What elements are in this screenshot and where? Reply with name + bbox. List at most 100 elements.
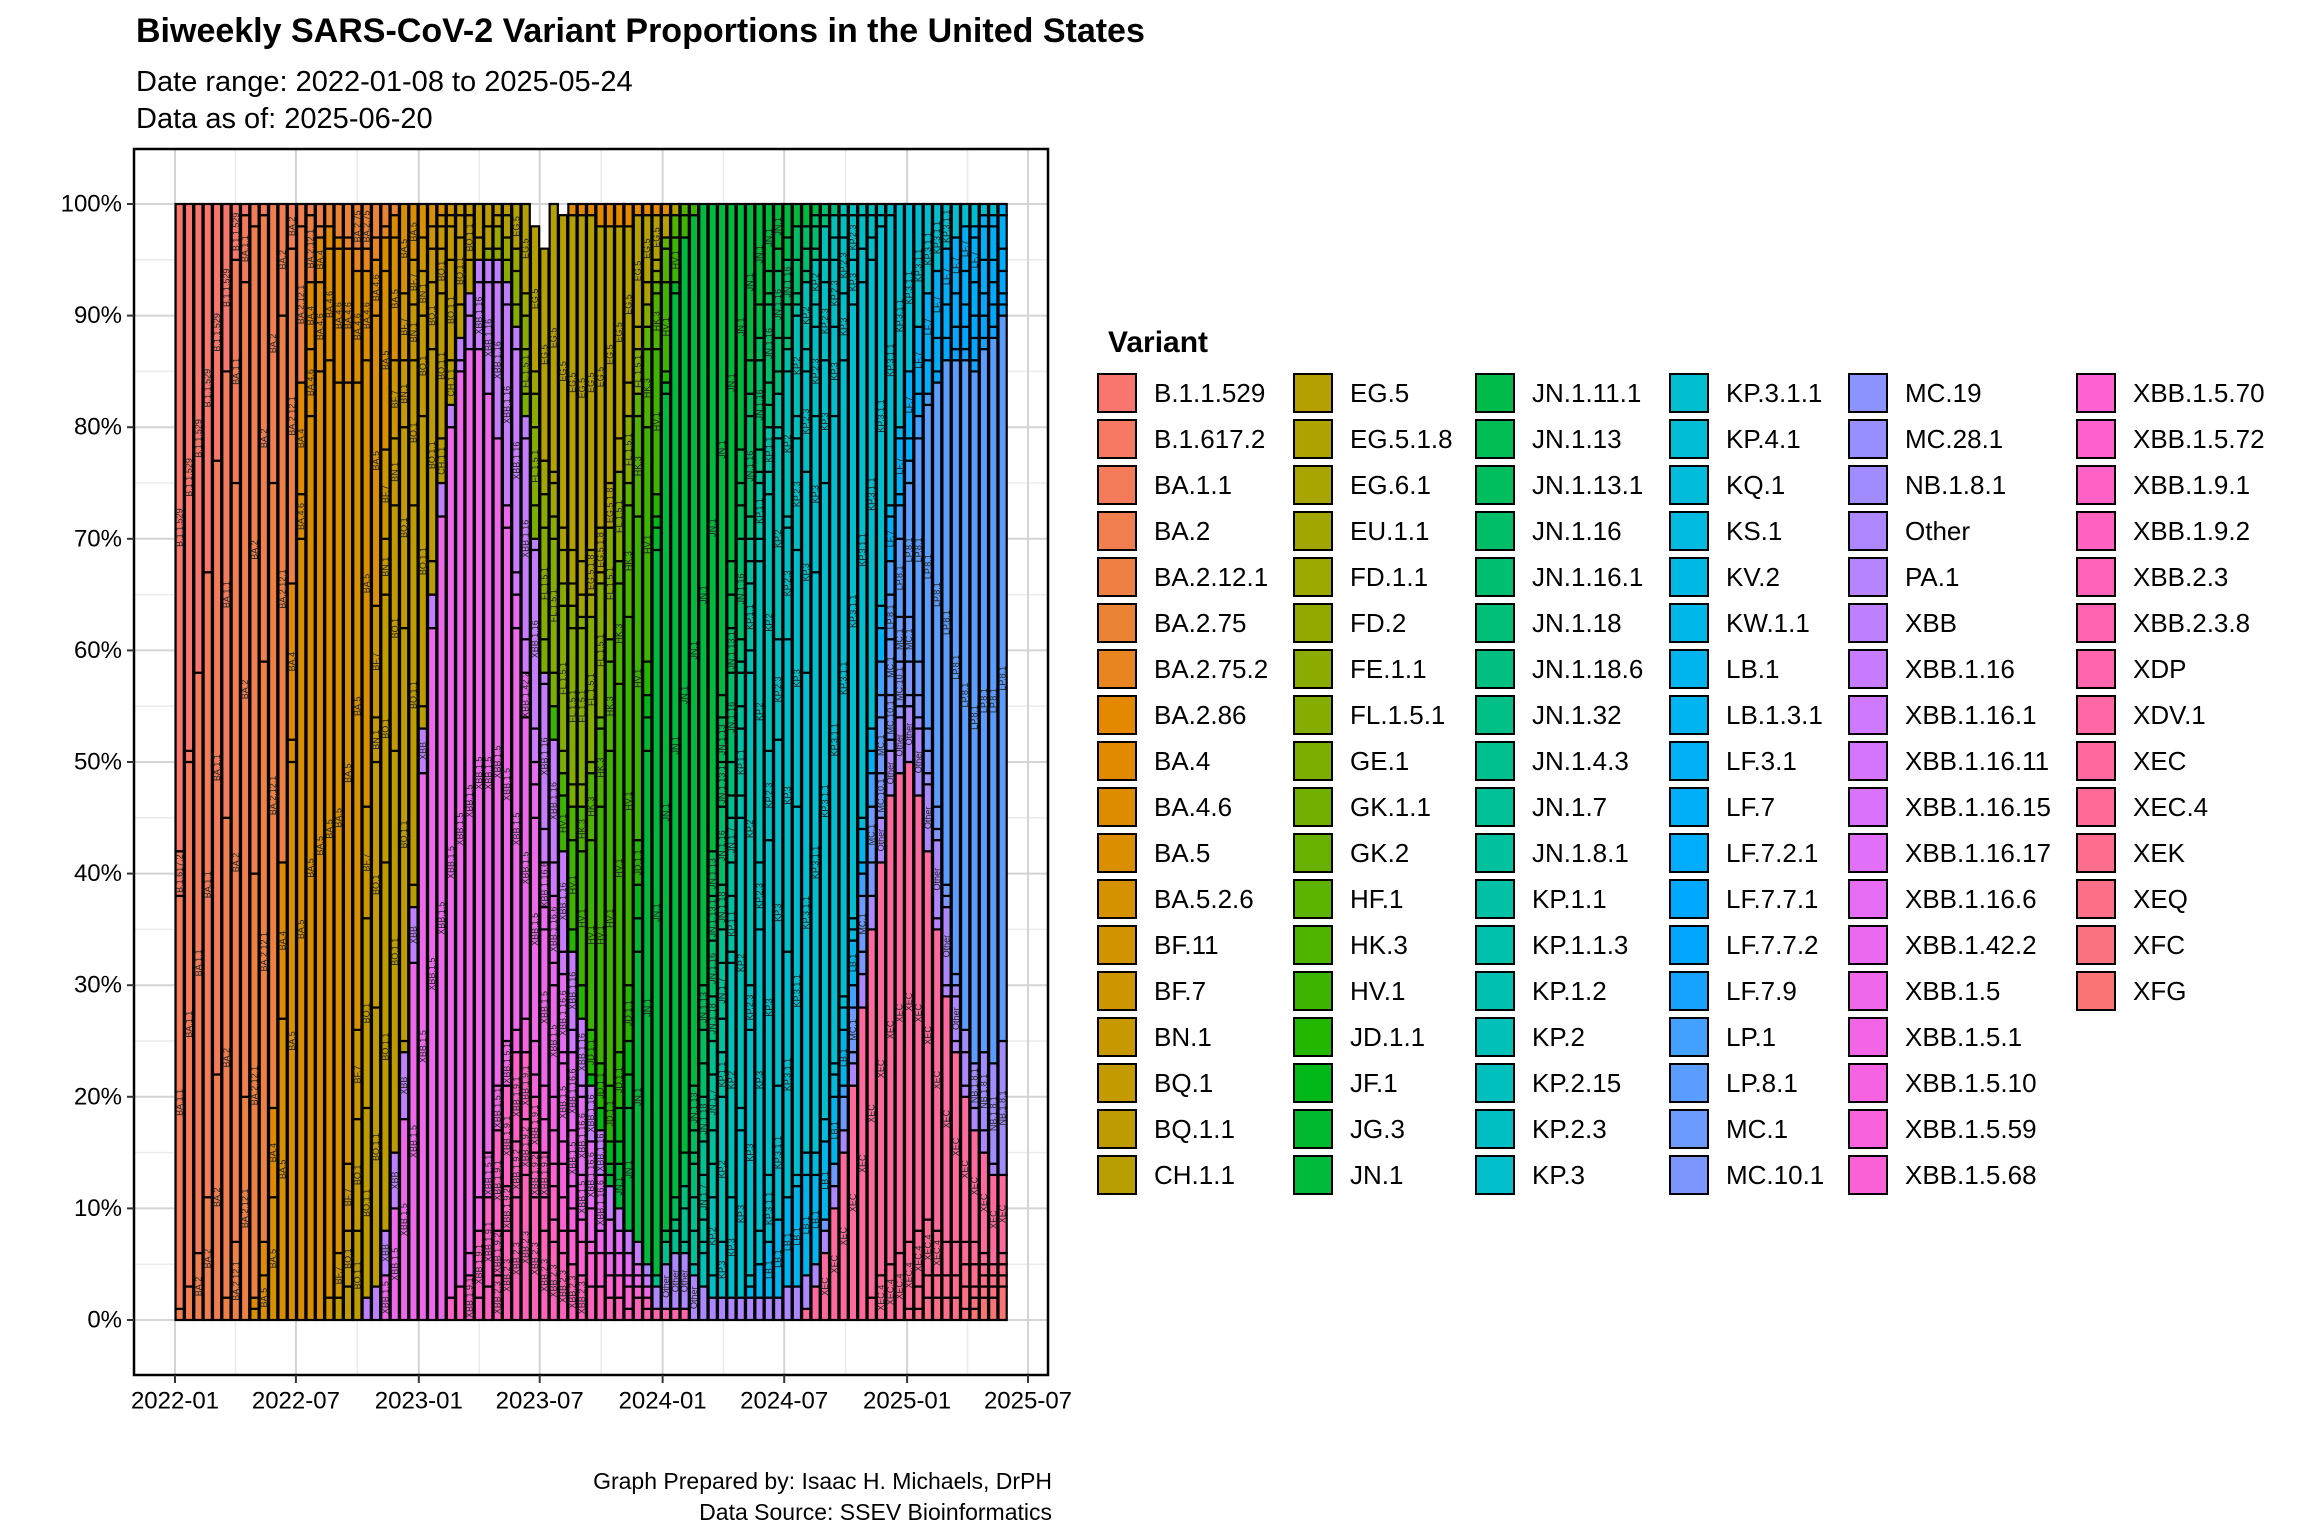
bar-segment: JN.1.13 2024-04-27: 2% xyxy=(735,481,746,507)
bar-segment: KP.3.1.1 2025-01-18: 11% xyxy=(913,202,924,328)
bar-segment: KP.1.2 2024-06-08: 2% xyxy=(763,470,775,496)
legend-label: JN.1.4.3 xyxy=(1532,745,1629,776)
legend-item: LB.1.3.1 xyxy=(1669,692,1823,738)
segment-label: LB.1 xyxy=(783,1233,793,1252)
legend-label: LF.7.7.2 xyxy=(1726,929,1819,960)
bar-segment: JN.1.16.1 2024-08-03: 2% xyxy=(801,247,812,273)
legend-key-swatch xyxy=(1669,373,1709,413)
legend-item: JN.1.13 xyxy=(1475,416,1622,462)
segment-label: LP.8.1 xyxy=(998,666,1008,691)
legend-label: PA.1 xyxy=(1905,561,1960,592)
bar-segment: BA.2.75 2022-10-15: 4% xyxy=(361,202,372,250)
segment-label: BA.4.6 xyxy=(343,302,353,329)
legend-item: BA.1.1 xyxy=(1097,462,1232,508)
segment-label: EG.5 xyxy=(586,372,596,393)
bar-segment: XBB.1.5.70 2023-08-05: 3% xyxy=(557,1196,569,1232)
bar: XEC 2024-08-03: 1%Other 2024-08-03: 3% LB… xyxy=(801,202,812,1322)
subtitle-date-range: Date range: 2022-01-08 to 2025-05-24 xyxy=(136,66,633,98)
legend-item: KP.1.2 xyxy=(1475,968,1607,1014)
segment-label: JN.1 xyxy=(624,1160,634,1179)
segment-label: FL.1.5.1 xyxy=(633,355,643,388)
segment-label: KP.3.1.1 xyxy=(895,299,905,332)
bar-segment: Other 2024-07-20: 3% xyxy=(791,1285,803,1322)
bar-segment: LF.7.9 2025-04-26: 1% xyxy=(978,336,990,351)
segment-label: KP.3.1.1 xyxy=(932,221,942,254)
bar-segment: KP.4.1 2024-10-12: 1% xyxy=(847,917,859,931)
bar-segment: KP.3.1.1 2024-05-11: 1% xyxy=(744,1274,756,1288)
bar-segment: LF.7.2.1 2025-02-15: 3% xyxy=(931,336,943,373)
bar-segment: XBB 2023-05-27: 2% xyxy=(511,325,522,351)
segment-label: BA.4.6 xyxy=(306,369,316,396)
segment-label: XBB.1.9.1 xyxy=(521,1065,531,1106)
segment-label: BQ.1 xyxy=(427,305,437,326)
segment-label: KP.3.1.1 xyxy=(773,1136,783,1169)
segment-label: BA.4.6 xyxy=(324,291,334,318)
bar-segment: JN.1.18 2024-06-22: 2% xyxy=(772,370,784,395)
legend-item: KP.3.1.1 xyxy=(1669,370,1822,416)
bar-segment: BA.2 2022-05-28: 25% xyxy=(267,202,279,485)
bar-segment: JN.1.18 2024-01-20: 1% xyxy=(670,1218,681,1232)
segment-label: BQ.1 xyxy=(437,261,447,282)
segment-label: BA.4.6 xyxy=(296,503,306,530)
bar-segment: LB.1 2024-05-11: 1% xyxy=(744,1285,756,1299)
legend-item: XBB.2.3 xyxy=(2076,554,2228,600)
bar-segment: JN.1.18 2024-07-20: 1% xyxy=(791,292,803,306)
segment-label: XBB.2.3 xyxy=(493,1281,503,1314)
segment-label: LB.1 xyxy=(839,1048,849,1067)
bar-segment: NB.1.8.1 2025-03-15: 1% xyxy=(950,984,962,998)
legend-label: JN.1.8.1 xyxy=(1532,837,1629,868)
legend-label: JN.1.18.6 xyxy=(1532,653,1644,684)
bar-segment: BA.2.75.2 2022-11-12: 1% xyxy=(380,225,391,239)
segment-label: XBB xyxy=(418,742,428,760)
bar-segment: KP.2.15 2024-10-26: 1% xyxy=(857,202,868,217)
legend-label: BA.5.2.6 xyxy=(1154,883,1254,914)
bar-segment: CH.1.1 2022-12-24: 2% xyxy=(408,883,419,909)
bar-segment: XFC 2025-04-12: 1% xyxy=(969,1296,980,1310)
bar-segment: LF.7.7.1 2025-03-15: 2% xyxy=(950,325,962,351)
legend-item: LP.8.1 xyxy=(1669,1060,1798,1106)
legend-item: KV.2 xyxy=(1669,554,1780,600)
segment-label: JN.1.7 xyxy=(726,827,736,853)
segment-label: XBB.1.9.2 xyxy=(502,1188,512,1229)
segment-label: XEC xyxy=(960,1160,970,1179)
segment-label: Other xyxy=(913,751,923,774)
bar: XBB.1.5 2023-01-07: 49%XBB 2023-01-07: 4… xyxy=(417,202,429,1322)
bar-segment: XBB.1.42.2 2023-08-05: 1% xyxy=(557,1051,569,1065)
segment-label: FL.1.5.1 xyxy=(595,634,605,667)
legend-key-swatch xyxy=(1097,925,1137,965)
segment-label: FL.1.5.1 xyxy=(549,589,559,622)
segment-label: BN.1 xyxy=(371,730,381,750)
segment-label: XEC.4 xyxy=(885,1279,895,1305)
bar-segment: XBB.1.5.59 2023-06-24: 2% xyxy=(529,1073,541,1098)
legend-item: XBB.1.16.15 xyxy=(1848,784,2051,830)
segment-label: NB.1.8.1 xyxy=(970,1068,980,1103)
bar-segment: EU.1.1 2023-08-05: 3% xyxy=(557,548,569,585)
segment-label: Other xyxy=(876,829,886,852)
bar-segment: BA.2 2022-06-11: 10% xyxy=(277,202,288,317)
bar-segment: XBB.2.3 2023-09-16: 3% xyxy=(585,1285,597,1322)
bar-segment: EG.5 2024-01-06: 2% xyxy=(660,214,672,239)
segment-label: XBB.1.16 xyxy=(493,341,503,379)
bar-segment: GE.1 2023-07-08: 3% xyxy=(539,638,550,674)
bar-segment: KP.2 2024-03-02: 3% xyxy=(698,1251,709,1288)
bar: XFC 2025-03-29: 1%XEQ 2025-03-29: 2%XEK … xyxy=(960,202,971,1322)
legend-key-swatch xyxy=(1848,695,1888,735)
bar-segment: BA.2.86 2023-11-25: 1% xyxy=(632,202,644,217)
bar-segment: LP.1 2024-10-12: 2% xyxy=(847,984,859,1009)
bar-segment: LF.7.7.1 2025-04-26: 2% xyxy=(978,292,990,317)
segment-label: KP.3 xyxy=(726,1238,736,1256)
bar-segment: LB.1 2024-05-25: 3% xyxy=(754,1263,765,1299)
legend-label: FD.1.1 xyxy=(1350,561,1429,592)
bar-segment: KP.2 2024-09-14: 2% xyxy=(829,214,840,239)
segment-label: XEC.4 xyxy=(876,1285,886,1311)
bar-segment: KP.1.2 2024-04-27: 2% xyxy=(735,794,746,819)
bar-segment: JN.1.4.3 2024-03-30: 3% xyxy=(716,928,728,964)
bar-segment: MC.10.1 2024-11-09: 3% xyxy=(866,861,877,898)
bar-segment: JN.1.18 2024-05-25: 2% xyxy=(754,448,765,473)
bar-segment: LP.1 2024-12-07: 3% xyxy=(885,560,896,596)
bar: BA.2.12.1 2022-03-19: 2%BA.2 2022-03-19:… xyxy=(221,202,232,1322)
legend-key-swatch xyxy=(1848,1155,1888,1195)
bar-segment: XBB.1.16 2023-03-04: 1% xyxy=(455,359,466,373)
bar-segment: BA.4.6 2022-06-25: 2% xyxy=(286,738,298,764)
segment-label: LP.8.1 xyxy=(885,604,895,629)
